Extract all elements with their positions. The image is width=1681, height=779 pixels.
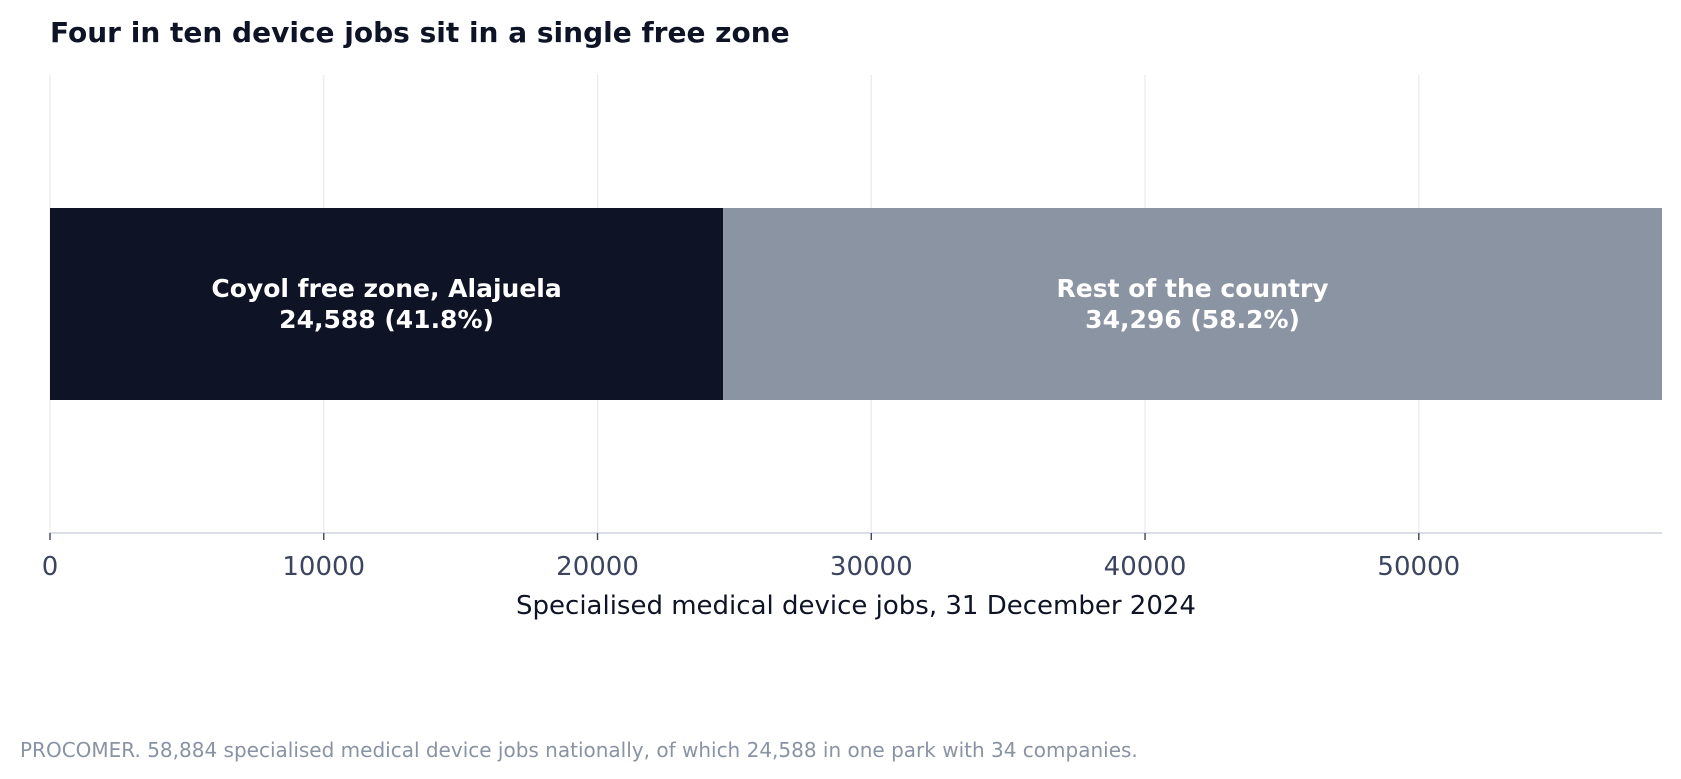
x-tick-label-4: 40000 [1104, 552, 1187, 582]
x-tick-label-0: 0 [42, 552, 59, 582]
chart-title: Four in ten device jobs sit in a single … [50, 16, 790, 49]
segment-label-1-value: 34,296 (58.2%) [1085, 305, 1300, 334]
x-axis-title: Specialised medical device jobs, 31 Dece… [516, 591, 1196, 621]
segment-label-0-name: Coyol free zone, Alajuela [211, 274, 561, 303]
source-note: PROCOMER. 58,884 specialised medical dev… [20, 738, 1138, 762]
segment-label-1-name: Rest of the country [1057, 274, 1329, 303]
segment-label-0-value: 24,588 (41.8%) [279, 305, 494, 334]
x-tick-label-1: 10000 [282, 552, 365, 582]
x-axis: 0 10000 20000 30000 40000 50000 [42, 532, 1662, 582]
bar-segment-1 [723, 208, 1662, 400]
x-tick-label-3: 30000 [830, 552, 913, 582]
x-tick-label-2: 20000 [556, 552, 639, 582]
bar-segment-0 [50, 208, 724, 400]
x-tick-label-5: 50000 [1377, 552, 1460, 582]
